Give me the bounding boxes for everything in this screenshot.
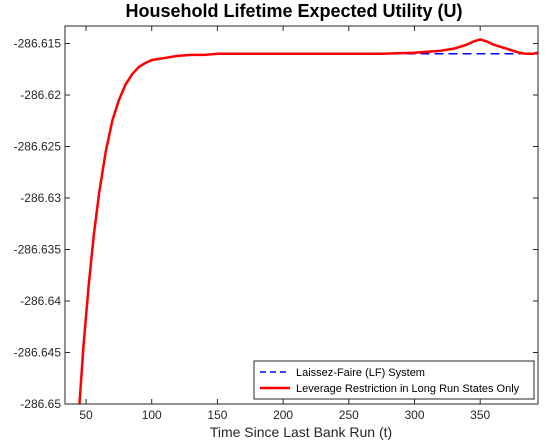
x-tick-label: 50 (79, 408, 93, 422)
legend-label-2: Leverage Restriction in Long Run States … (296, 383, 520, 395)
x-tick-label: 200 (273, 408, 293, 422)
series-line-1 (78, 53, 538, 404)
y-tick-label: -286.635 (14, 243, 62, 257)
y-tick-label: -286.62 (20, 88, 61, 102)
legend-label-1: Laissez-Faire (LF) System (296, 367, 425, 379)
x-tick-label: 150 (207, 408, 227, 422)
y-tick-label: -286.625 (14, 140, 62, 154)
legend: Laissez-Faire (LF) System Leverage Restri… (253, 360, 535, 400)
y-tick-label: -286.63 (20, 191, 61, 205)
plot-layer (78, 38, 538, 404)
x-tick-label: 100 (142, 408, 162, 422)
ticks-layer: 50 100 150 200 250 300 350 -286.615 -286.62 -286.… (14, 26, 538, 422)
x-tick-label: 350 (470, 408, 490, 422)
x-axis-label: Time Since Last Bank Run (t) (210, 424, 392, 440)
chart-title: Household Lifetime Expected Utility (U) (125, 1, 462, 21)
y-tick-label: -286.615 (14, 37, 62, 51)
y-tick-label: -286.65 (20, 397, 61, 411)
x-tick-label: 300 (404, 408, 424, 422)
series-line-2 (78, 38, 538, 404)
legend-box (253, 360, 535, 400)
plot-frame (64, 25, 539, 405)
x-tick-label: 250 (339, 408, 359, 422)
y-tick-label: -286.645 (14, 346, 62, 360)
y-tick-label: -286.64 (20, 294, 61, 308)
